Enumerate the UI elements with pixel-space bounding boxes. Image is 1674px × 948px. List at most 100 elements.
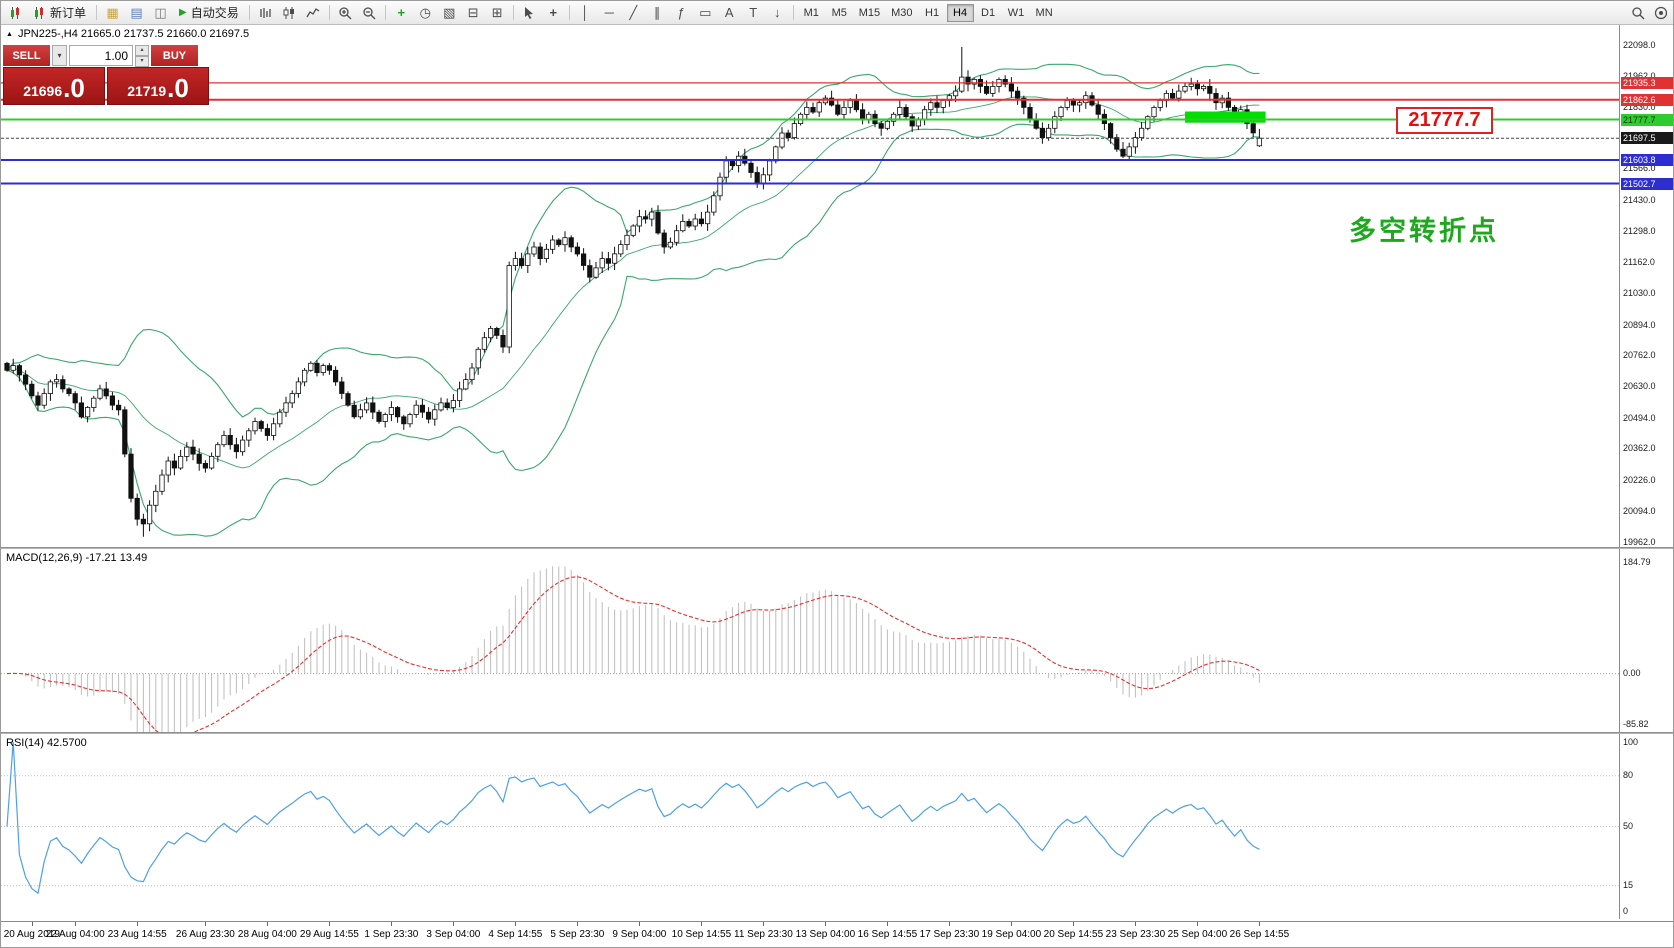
volume-input[interactable] xyxy=(69,45,133,66)
candle xyxy=(525,253,531,266)
volume-up-icon[interactable]: ▴ xyxy=(135,45,149,56)
sell-tab[interactable]: SELL xyxy=(3,45,50,66)
vertical-line-icon[interactable]: │ xyxy=(574,3,597,23)
macd-signal-line xyxy=(6,576,1260,732)
highlight-zone xyxy=(1185,111,1266,123)
text-icon[interactable]: A xyxy=(718,3,741,23)
zoom-in-icon[interactable] xyxy=(334,3,357,23)
text-label-icon[interactable]: T xyxy=(742,3,765,23)
time-tick-mark xyxy=(825,922,827,926)
community-icon[interactable] xyxy=(1649,3,1672,23)
volume-dropdown-icon[interactable]: ▾ xyxy=(52,45,67,66)
time-label: 23 Aug 14:55 xyxy=(107,929,167,940)
line-chart-icon[interactable] xyxy=(302,3,325,23)
time-tick-mark xyxy=(701,922,703,926)
price-tick: 20894.0 xyxy=(1623,319,1656,330)
macd-chart[interactable] xyxy=(1,549,1619,732)
timeframe-m1[interactable]: M1 xyxy=(798,4,825,22)
candle xyxy=(853,100,860,111)
price-tick: 20630.0 xyxy=(1623,381,1656,392)
candle xyxy=(1151,107,1157,118)
price-scale[interactable]: 22098.021962.021830.021698.021566.021430… xyxy=(1619,25,1673,919)
candlestick-chart[interactable] xyxy=(1,25,1619,547)
candle xyxy=(773,146,779,162)
new-order-button[interactable]: 新订单 xyxy=(28,3,92,23)
market-watch-icon[interactable]: ▤ xyxy=(125,3,148,23)
timeframe-m5[interactable]: M5 xyxy=(826,4,853,22)
time-label: 1 Sep 23:30 xyxy=(364,929,419,940)
candle xyxy=(878,123,884,129)
navigator-icon[interactable]: ◫ xyxy=(149,3,172,23)
candle xyxy=(60,379,66,390)
auto-trading-button[interactable]: ▶ 自动交易 xyxy=(173,3,245,23)
timeframe-w1[interactable]: W1 xyxy=(1003,4,1030,22)
channel-icon[interactable]: ∥ xyxy=(646,3,669,23)
price-callout[interactable]: 21777.7 xyxy=(1396,107,1493,134)
periods-icon[interactable]: ◷ xyxy=(414,3,437,23)
sell-button[interactable]: 21696.0 xyxy=(3,67,105,105)
price-tick: 22098.0 xyxy=(1623,39,1656,50)
candle xyxy=(283,402,289,413)
indicators-icon[interactable]: + xyxy=(390,3,413,23)
shapes-icon[interactable]: ▭ xyxy=(694,3,717,23)
arrows-icon[interactable]: ↓ xyxy=(766,3,789,23)
candle xyxy=(122,409,128,455)
candle xyxy=(16,365,23,376)
templates-icon[interactable]: ▧ xyxy=(438,3,461,23)
candle xyxy=(450,400,457,408)
toolbar: 新订单 ▦ ▤ ◫ ▶ 自动交易 + ◷ ▧ ⊟ ⊞ xyxy=(1,1,1673,25)
trendline-icon[interactable]: ╱ xyxy=(622,3,645,23)
candle xyxy=(332,369,339,383)
timeframe-h4[interactable]: H4 xyxy=(946,3,974,22)
chart-area[interactable]: ▲ JPN225-,H4 21665.0 21737.5 21660.0 216… xyxy=(1,25,1619,547)
candle xyxy=(630,225,636,236)
candle xyxy=(388,407,395,415)
candle xyxy=(456,388,463,401)
crosshair-icon[interactable]: + xyxy=(542,3,565,23)
candle xyxy=(636,216,643,227)
cursor-icon[interactable] xyxy=(518,3,541,23)
rsi-chart[interactable] xyxy=(1,734,1619,919)
horizontal-line-icon[interactable]: ─ xyxy=(598,3,621,23)
timeframe-m30[interactable]: M30 xyxy=(886,4,917,22)
fibonacci-icon[interactable]: ƒ xyxy=(670,3,693,23)
panel-splitter[interactable] xyxy=(1,547,1673,549)
timeframe-h1[interactable]: H1 xyxy=(919,4,946,22)
timeframe-d1[interactable]: D1 xyxy=(975,4,1002,22)
time-axis[interactable]: 20 Aug 2019 22 Aug 04:00 23 Aug 14:55 26 Au… xyxy=(1,921,1673,947)
candle xyxy=(22,374,29,385)
price-badge: 21777.7 xyxy=(1621,113,1673,126)
zoom-out-icon[interactable] xyxy=(358,3,381,23)
candle xyxy=(221,434,227,446)
tile-windows-icon[interactable]: ⊞ xyxy=(486,3,509,23)
candle xyxy=(289,393,295,404)
rsi-scale-label: 15 xyxy=(1623,880,1634,891)
candle xyxy=(308,362,314,371)
buy-price-pips: .0 xyxy=(167,73,189,103)
buy-tab[interactable]: BUY xyxy=(151,45,198,66)
timeframe-m15[interactable]: M15 xyxy=(854,4,885,22)
toolbar-separator xyxy=(568,5,570,20)
candle xyxy=(196,453,202,464)
search-icon[interactable] xyxy=(1626,3,1649,23)
candle xyxy=(66,388,72,394)
time-tick-mark xyxy=(453,922,455,926)
candle xyxy=(1095,104,1101,115)
timeframe-mn[interactable]: MN xyxy=(1031,4,1058,22)
candle xyxy=(301,369,308,383)
bar-chart-icon[interactable] xyxy=(254,3,277,23)
candle xyxy=(984,86,990,94)
candlestick-chart-icon[interactable] xyxy=(278,3,301,23)
candle xyxy=(649,211,655,220)
candle xyxy=(779,132,785,148)
charts-icon[interactable]: ▦ xyxy=(101,3,124,23)
panel-splitter[interactable] xyxy=(1,732,1673,734)
candle xyxy=(643,216,649,220)
candle xyxy=(891,113,897,122)
time-label: 11 Sep 23:30 xyxy=(734,929,793,940)
candle xyxy=(655,211,661,234)
cascade-windows-icon[interactable]: ⊟ xyxy=(462,3,485,23)
volume-down-icon[interactable]: ▾ xyxy=(135,56,149,67)
toolbar-separator xyxy=(328,5,330,20)
buy-button[interactable]: 21719.0 xyxy=(107,67,209,105)
